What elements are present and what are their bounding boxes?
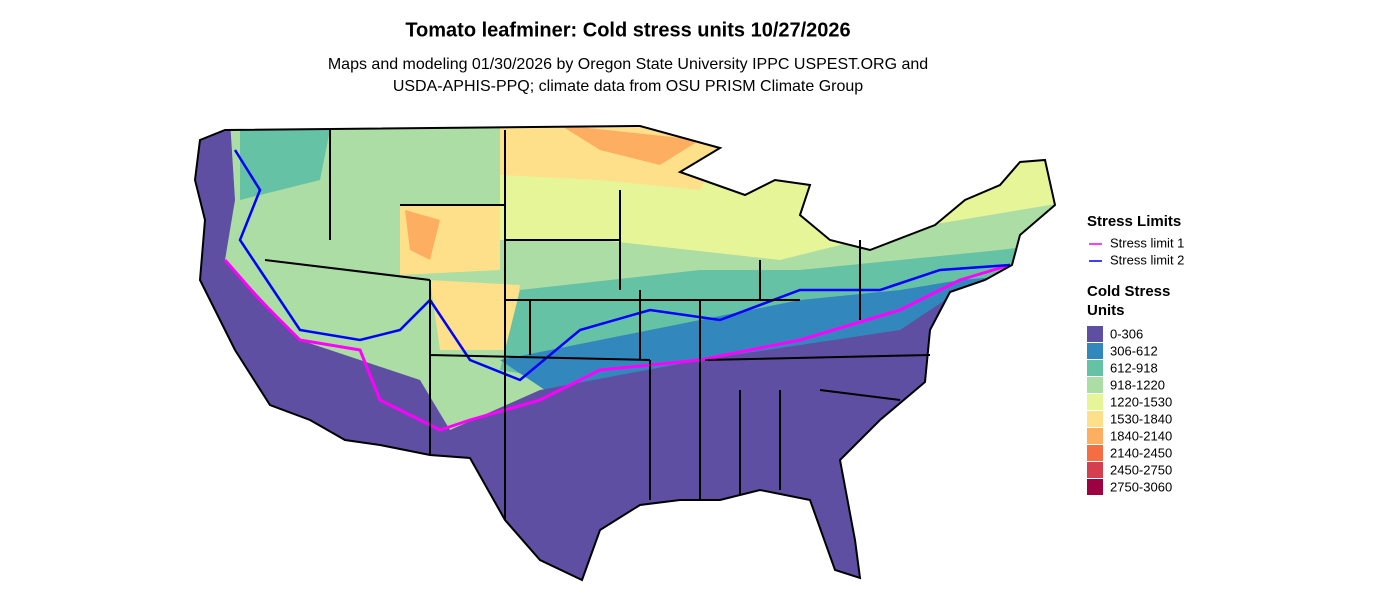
title: Tomato leafminer: Cold stress units 10/2… xyxy=(405,19,850,41)
zone xyxy=(405,210,440,260)
legend-swatch xyxy=(1087,462,1103,478)
legend-swatch xyxy=(1087,343,1103,359)
legend-label: 1840-2140 xyxy=(1110,428,1172,443)
zone xyxy=(240,130,330,200)
subtitle: Maps and modeling 01/30/2026 by Oregon S… xyxy=(328,56,928,73)
legend-label: 918-1220 xyxy=(1110,377,1165,392)
legend-label: 1530-1840 xyxy=(1110,411,1172,426)
legend-label: 306-612 xyxy=(1110,343,1158,358)
legend-title: Stress Limits xyxy=(1087,213,1181,230)
legend-swatch xyxy=(1087,428,1103,444)
state-borders xyxy=(264,130,931,520)
legend-swatch xyxy=(1087,479,1103,495)
legend-label: Stress limit 1 xyxy=(1110,235,1184,250)
legend-label: 1220-1530 xyxy=(1110,394,1172,409)
legend-label: 2450-2750 xyxy=(1110,462,1172,477)
legend-label: 2140-2450 xyxy=(1110,445,1172,460)
legend-swatch xyxy=(1087,445,1103,461)
legend-label: 612-918 xyxy=(1110,360,1158,375)
legend-label: Stress limit 2 xyxy=(1110,252,1184,267)
legend-title: Cold Stress xyxy=(1087,283,1170,300)
zone xyxy=(430,280,520,350)
legend-swatch xyxy=(1087,326,1103,342)
legend-label: 0-306 xyxy=(1110,326,1143,341)
legend-swatch xyxy=(1087,377,1103,393)
map-fill xyxy=(195,126,1055,580)
legend-swatch xyxy=(1087,394,1103,410)
zone xyxy=(560,126,700,165)
legend-label: 2750-3060 xyxy=(1110,479,1172,494)
subtitle: USDA-APHIS-PPQ; climate data from OSU PR… xyxy=(393,78,863,95)
legend-swatch xyxy=(1087,360,1103,376)
legend-swatch xyxy=(1087,411,1103,427)
limit-contour xyxy=(233,149,1011,382)
legend-title: Units xyxy=(1087,302,1125,319)
